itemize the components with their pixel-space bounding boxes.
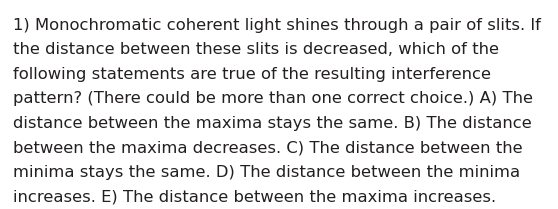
Text: between the maxima decreases. C) The distance between the: between the maxima decreases. C) The dis…	[13, 140, 523, 155]
Text: distance between the maxima stays the same. B) The distance: distance between the maxima stays the sa…	[13, 116, 532, 131]
Text: following statements are true of the resulting interference: following statements are true of the res…	[13, 67, 491, 82]
Text: pattern? (There could be more than one correct choice.) A) The: pattern? (There could be more than one c…	[13, 92, 533, 107]
Text: increases. E) The distance between the maxima increases.: increases. E) The distance between the m…	[13, 190, 496, 204]
Text: the distance between these slits is decreased, which of the: the distance between these slits is decr…	[13, 42, 499, 57]
Text: 1) Monochromatic coherent light shines through a pair of slits. If: 1) Monochromatic coherent light shines t…	[13, 18, 541, 33]
Text: minima stays the same. D) The distance between the minima: minima stays the same. D) The distance b…	[13, 165, 520, 180]
